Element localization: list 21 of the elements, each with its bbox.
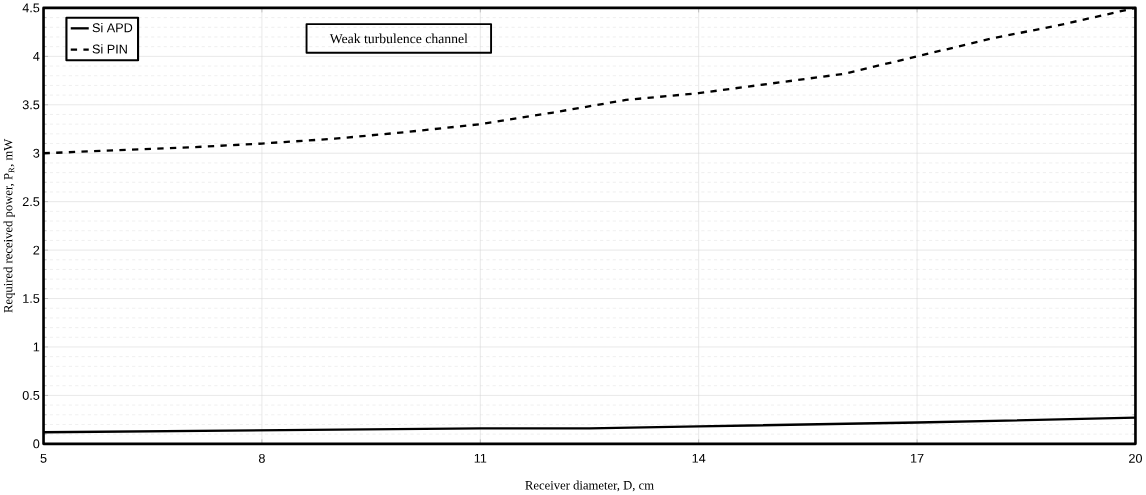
y-tick-label: 1.5 [23, 294, 40, 303]
x-tick-label: 17 [911, 453, 924, 463]
y-axis-title: Required received power, P$_{R}$, mW [3, 138, 15, 313]
y-tick-label: 0 [33, 439, 40, 449]
y-tick-label: 3 [33, 148, 40, 158]
legend-label: Si PIN [92, 44, 127, 54]
y-tick-label: 3.5 [22, 100, 40, 110]
x-axis-title: Receiver diameter, D, cm [525, 480, 654, 492]
y-tick-label: 2 [33, 245, 40, 255]
y-tick-label: 4 [33, 52, 40, 61]
y-tick-label: 1 [33, 342, 40, 352]
x-tick-label: 8 [258, 453, 265, 463]
text: Weak turbulence channel [329, 33, 468, 44]
y-tick-label: 0.5 [22, 390, 40, 400]
y-tick-label: 2.5 [22, 197, 40, 207]
x-tick-label: 5 [40, 453, 47, 463]
x-tick-label: 14 [692, 453, 706, 463]
x-tick-label: 20 [1129, 453, 1142, 463]
x-tick-label: 11 [474, 453, 487, 463]
y-tick-label: 4.5 [22, 3, 40, 13]
legend-label: Si APD [92, 23, 133, 33]
